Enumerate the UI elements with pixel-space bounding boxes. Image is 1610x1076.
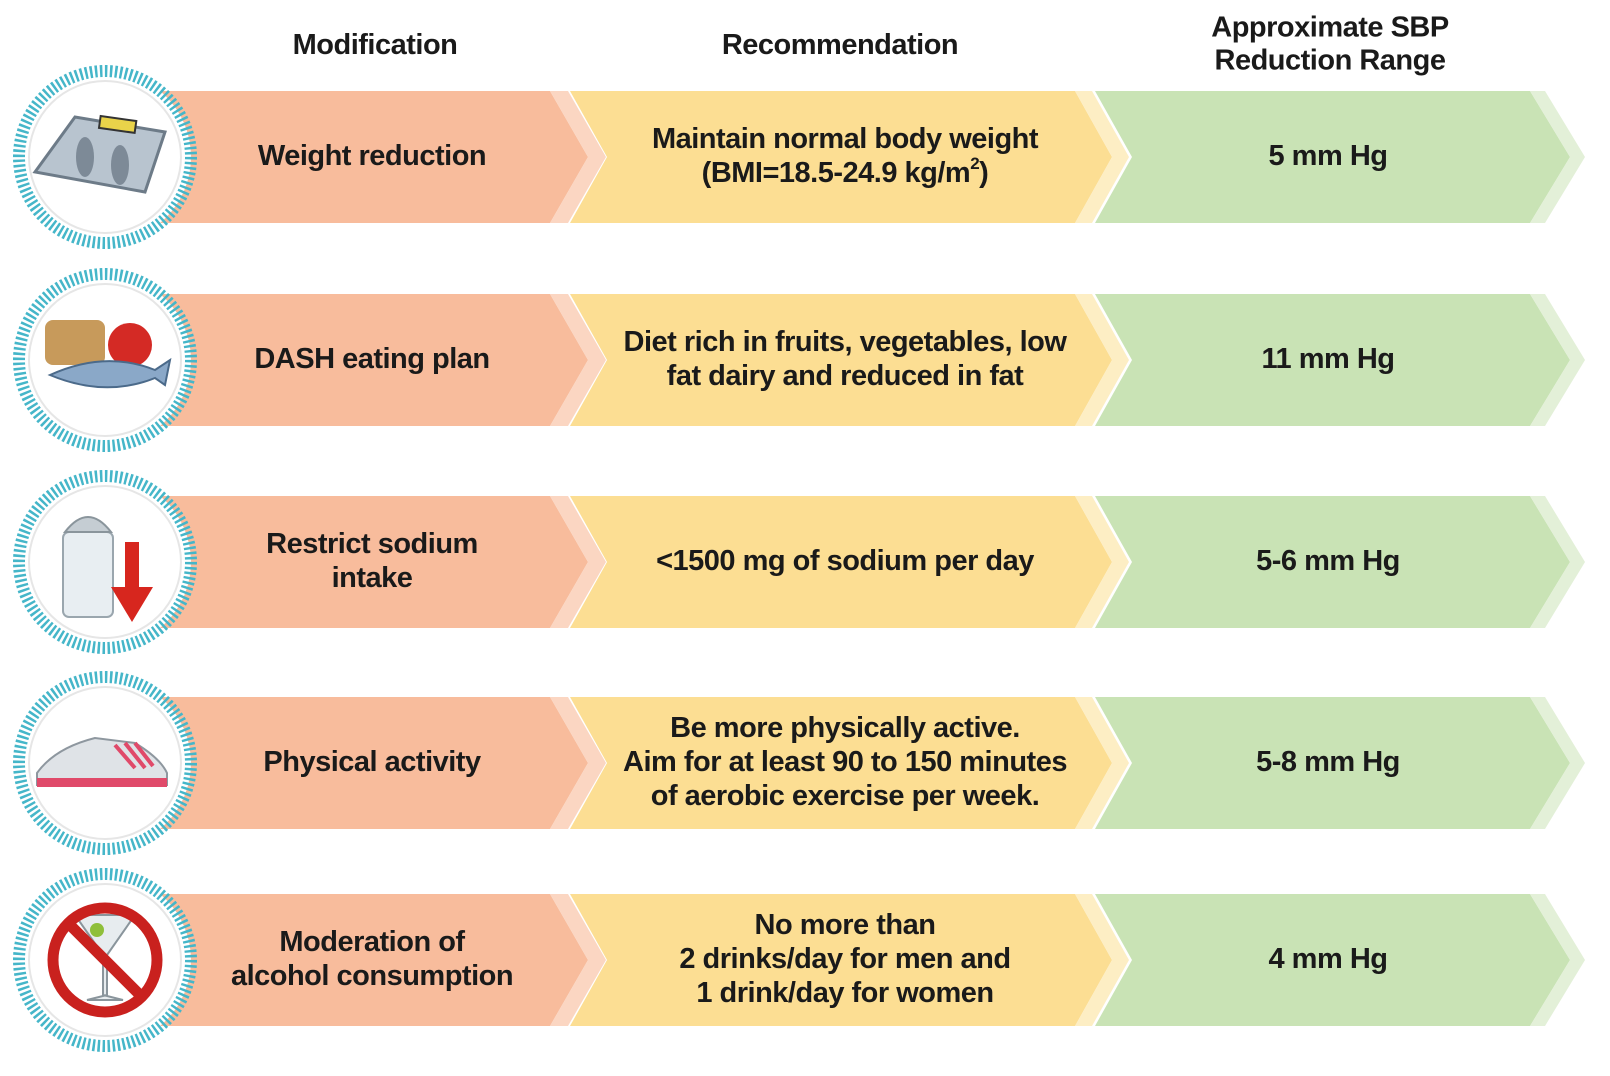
modification-text: Restrict sodium intake	[266, 528, 478, 594]
food-icon	[13, 268, 197, 452]
modification-text: DASH eating plan	[254, 343, 489, 375]
band-highlight	[550, 697, 606, 829]
text-line: Be more physically active.	[670, 712, 1020, 744]
recommendation-text: Diet rich in fruits, vegetables, low fat …	[624, 326, 1068, 392]
text-line: alcohol consumption	[231, 960, 513, 992]
modification-band	[130, 894, 588, 1026]
text-line: intake	[332, 562, 413, 594]
band-highlight	[1075, 91, 1129, 223]
text-line: Modification	[293, 29, 458, 61]
text-line: No more than	[755, 909, 936, 941]
recommendation-band	[570, 91, 1112, 223]
reduction-text: 5-6 mm Hg	[1256, 545, 1400, 577]
text-tail: )	[979, 157, 988, 189]
text-line: Moderation of	[279, 926, 465, 958]
band-highlight	[1075, 294, 1129, 426]
band-highlight	[1075, 697, 1129, 829]
text-line: Restrict sodium	[266, 528, 478, 560]
text-line: fat dairy and reduced in fat	[667, 360, 1024, 392]
scale-icon	[13, 65, 197, 249]
text-line: of aerobic exercise per week.	[651, 780, 1040, 812]
band-highlight	[550, 496, 606, 628]
salt-icon	[13, 470, 197, 654]
text-line: Weight reduction	[258, 140, 486, 172]
band-highlight	[550, 294, 606, 426]
modification-text: Moderation of alcohol consumption	[231, 926, 513, 992]
text-line: <1500 mg of sodium per day	[656, 545, 1034, 577]
reduction-text: 5 mm Hg	[1269, 140, 1388, 172]
band-highlight	[1075, 496, 1129, 628]
band-highlight	[1530, 496, 1585, 628]
text-line: 2 drinks/day for men and	[679, 943, 1010, 975]
text-line: 1 drink/day for women	[696, 977, 993, 1009]
modification-text: Weight reduction	[258, 140, 486, 172]
band-highlight	[1075, 894, 1129, 1026]
header-recommendation: Recommendation	[722, 29, 958, 61]
modification-text: Physical activity	[263, 746, 481, 778]
icons	[13, 65, 197, 1052]
reduction-text: 5-8 mm Hg	[1256, 746, 1400, 778]
text-line: Recommendation	[722, 29, 958, 61]
text-line: 4 mm Hg	[1269, 943, 1388, 975]
text-line: 5-8 mm Hg	[1256, 746, 1400, 778]
band-highlight	[1530, 697, 1585, 829]
text-line: Approximate SBP	[1211, 11, 1449, 43]
reduction-band	[1095, 294, 1570, 426]
modification-band	[130, 91, 588, 223]
band-highlight	[550, 91, 606, 223]
band-highlight	[1530, 894, 1585, 1026]
text-line: Diet rich in fruits, vegetables, low	[624, 326, 1068, 358]
recommendation-text: No more than 2 drinks/day for men and 1 dr…	[679, 909, 1010, 1009]
recommendation-band	[570, 894, 1112, 1026]
header-reduction: Approximate SBP Reduction Range	[1211, 11, 1449, 76]
modification-band	[130, 496, 588, 628]
reduction-band	[1095, 91, 1570, 223]
reduction-text: 4 mm Hg	[1269, 943, 1388, 975]
header-modification: Modification	[293, 29, 458, 61]
recommendation-band	[570, 697, 1112, 829]
text-line: 11 mm Hg	[1262, 343, 1395, 375]
reduction-band	[1095, 894, 1570, 1026]
text-line: 5 mm Hg	[1269, 140, 1388, 172]
text-line: Maintain normal body weight	[652, 123, 1039, 155]
text-line: Reduction Range	[1215, 44, 1446, 76]
band-highlight	[550, 894, 606, 1026]
text-line: 5-6 mm Hg	[1256, 545, 1400, 577]
superscript: 2	[970, 154, 979, 173]
recommendation-text: Be more physically active. Aim for at lea…	[623, 712, 1067, 812]
text-line: DASH eating plan	[254, 343, 489, 375]
band-highlight	[1530, 91, 1585, 223]
recommendation-band	[570, 294, 1112, 426]
modification-band	[130, 697, 588, 829]
recommendation-text: Maintain normal body weight (BMI=18.5-24.…	[652, 123, 1039, 189]
reduction-band	[1095, 496, 1570, 628]
reduction-band	[1095, 697, 1570, 829]
no-alcohol-icon	[13, 868, 197, 1052]
text-line: Aim for at least 90 to 150 minutes	[623, 746, 1067, 778]
recommendation-band	[570, 496, 1112, 628]
bands	[130, 91, 1585, 1026]
text-line: Physical activity	[263, 746, 481, 778]
recommendation-text: <1500 mg of sodium per day	[656, 545, 1034, 577]
modification-band	[130, 294, 588, 426]
shoe-icon	[13, 671, 197, 855]
band-highlight	[1530, 294, 1585, 426]
text-line: (BMI=18.5-24.9 kg/m	[702, 157, 971, 189]
reduction-text: 11 mm Hg	[1262, 343, 1395, 375]
